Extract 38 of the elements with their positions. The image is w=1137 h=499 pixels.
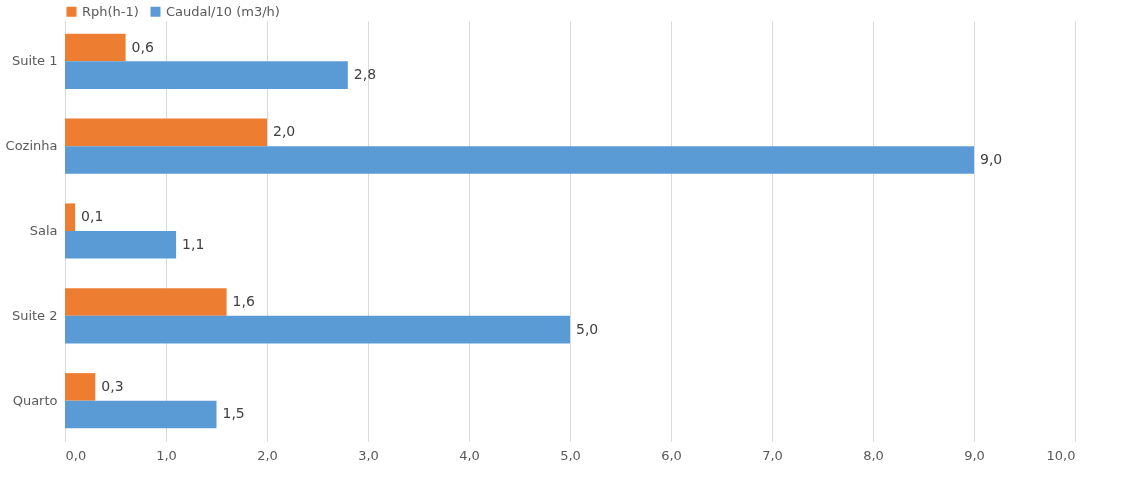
bar bbox=[65, 118, 267, 147]
x-tick-label: 1,0 bbox=[156, 447, 177, 463]
x-tick-label: 2,0 bbox=[257, 447, 278, 463]
x-tick-label: 3,0 bbox=[358, 447, 379, 463]
y-tick-label: Sala bbox=[29, 223, 58, 238]
legend-label: Caudal/10 (m3/h) bbox=[166, 3, 280, 19]
data-label: 1,5 bbox=[222, 405, 245, 422]
data-label: 9,0 bbox=[980, 150, 1003, 167]
x-tick-label: 4,0 bbox=[459, 447, 480, 463]
bar bbox=[65, 146, 974, 174]
x-tick-label: 8,0 bbox=[863, 447, 884, 463]
x-tick-label: 6,0 bbox=[661, 447, 682, 463]
x-tick-label: 0,0 bbox=[65, 447, 87, 463]
y-tick-label: Suite 2 bbox=[11, 307, 58, 323]
bar bbox=[65, 203, 76, 231]
data-label: 0,1 bbox=[81, 208, 104, 225]
bar bbox=[65, 288, 227, 316]
y-tick-label: Suite 1 bbox=[11, 53, 58, 69]
bar bbox=[65, 373, 96, 401]
data-label: 1,1 bbox=[182, 235, 205, 252]
legend-label: Rph(h-1) bbox=[82, 3, 139, 19]
data-label: 5,0 bbox=[576, 320, 599, 337]
bar bbox=[65, 33, 126, 62]
x-tick-label: 9,0 bbox=[964, 447, 985, 463]
y-tick-label: Cozinha bbox=[5, 138, 58, 154]
bar bbox=[65, 315, 570, 344]
data-label: 1,6 bbox=[232, 293, 255, 310]
y-tick-label: Quarto bbox=[12, 392, 58, 408]
bar bbox=[65, 231, 177, 259]
data-label: 0,6 bbox=[131, 38, 154, 55]
x-tick-label: 10,0 bbox=[1046, 447, 1076, 463]
data-label: 2,8 bbox=[353, 66, 377, 83]
x-tick-label: 5,0 bbox=[560, 447, 581, 463]
data-label: 0,3 bbox=[101, 377, 124, 394]
bar bbox=[65, 61, 348, 89]
data-label: 2,0 bbox=[273, 123, 296, 140]
bar bbox=[65, 400, 217, 429]
x-tick-label: 7,0 bbox=[762, 447, 783, 463]
